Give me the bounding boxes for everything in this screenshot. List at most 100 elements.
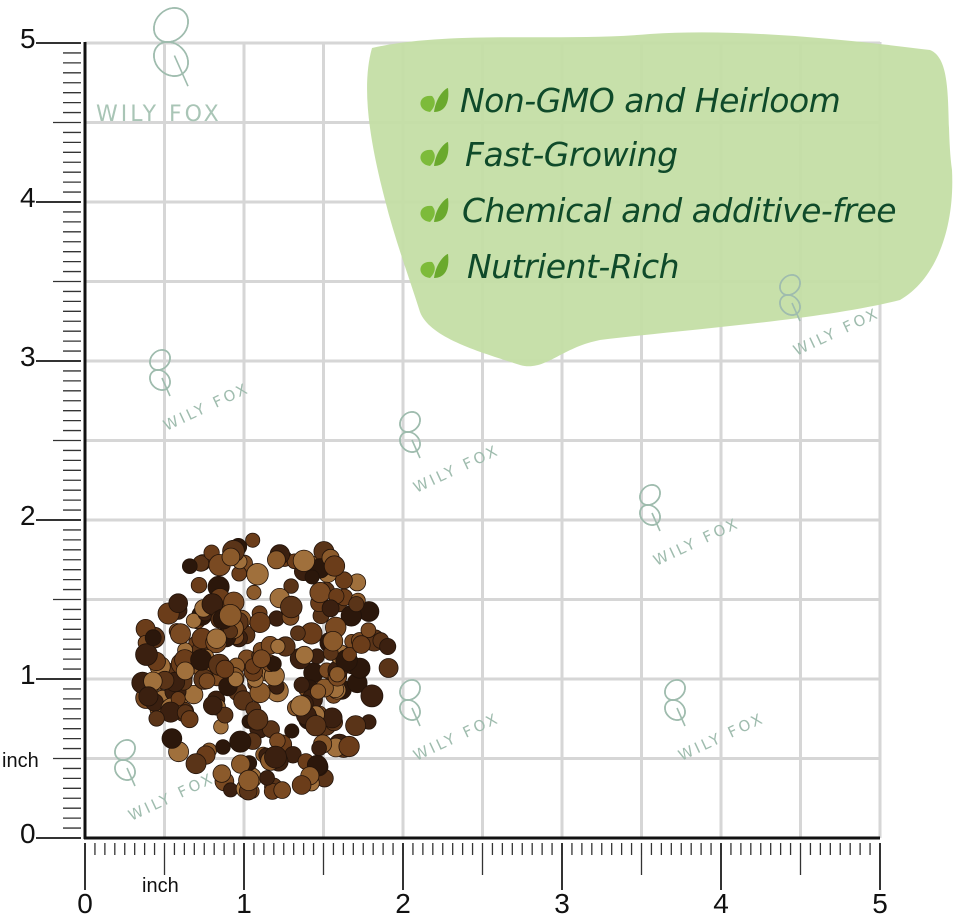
seed	[348, 596, 365, 613]
seed	[290, 695, 312, 717]
seed	[206, 628, 227, 649]
seed	[219, 603, 242, 627]
seed	[238, 769, 260, 792]
seed	[284, 723, 300, 739]
seed	[360, 684, 384, 708]
seed	[280, 595, 303, 619]
watermark-clover-icon: WILY FOX	[399, 679, 503, 765]
seed	[245, 532, 261, 548]
feature-text: Fast-Growing	[465, 135, 678, 174]
seed-pile	[131, 532, 399, 801]
clover-stem	[791, 302, 801, 322]
clover-leaf	[779, 294, 801, 316]
seed	[321, 599, 340, 618]
seed	[338, 735, 360, 758]
clover-leaf	[153, 7, 189, 43]
seed	[231, 754, 251, 774]
y-axis-label: 0	[20, 818, 36, 849]
seed	[345, 715, 367, 736]
seed	[229, 730, 252, 753]
seed	[329, 666, 346, 683]
ruler-axes: 0 1 2 3 4 5 0 1 2 3 4 5	[20, 23, 888, 919]
seed	[148, 710, 165, 727]
seed	[378, 658, 399, 678]
brand-logo-icon	[153, 7, 189, 87]
y-axis-label: 4	[20, 182, 36, 213]
clover-stem	[651, 512, 661, 532]
watermark-text: WILY FOX	[160, 379, 252, 435]
watermark-text: WILY FOX	[410, 441, 502, 497]
seed	[221, 547, 241, 567]
seed	[273, 781, 292, 799]
feature-text: Chemical and additive-free	[462, 191, 896, 230]
brand-watermark-text: WILY FOX	[96, 102, 222, 127]
clover-leaf	[149, 349, 171, 371]
clover-leaf	[664, 699, 686, 721]
seed	[252, 649, 271, 669]
clover-leaf	[114, 739, 136, 761]
seed	[322, 631, 344, 652]
clover-leaf	[399, 699, 421, 721]
clover-stem	[161, 377, 171, 397]
seed	[283, 578, 299, 594]
feature-text: Non-GMO and Heirloom	[460, 81, 840, 120]
watermark-clover-icon: WILY FOX	[149, 349, 253, 435]
seed	[190, 649, 213, 671]
feature-list: Non-GMO and Heirloom Fast-Growing Chemical…	[420, 81, 897, 286]
clover-stem	[126, 767, 136, 787]
clover-stem	[411, 439, 421, 459]
clover-leaf	[639, 484, 661, 506]
x-axis-label: 2	[395, 888, 411, 919]
x-axis-label: 0	[77, 888, 93, 919]
seed	[249, 612, 271, 634]
seed	[215, 739, 231, 755]
seed	[295, 645, 314, 665]
watermark-clover-icon: WILY FOX	[664, 679, 768, 765]
clover-leaf	[399, 411, 421, 433]
feature-item: Fast-Growing	[420, 135, 678, 174]
feature-item: Chemical and additive-free	[420, 191, 897, 230]
seed	[310, 683, 327, 700]
seed	[292, 549, 315, 572]
clover-stem	[676, 707, 686, 727]
watermark-text: WILY FOX	[650, 514, 742, 570]
seed	[266, 550, 286, 570]
leaf-check-icon	[420, 88, 449, 112]
seed	[215, 659, 235, 679]
seed	[168, 593, 189, 613]
seed	[304, 569, 320, 585]
seed	[309, 581, 331, 604]
seed	[246, 584, 262, 600]
x-axis-label: 5	[872, 888, 888, 919]
feature-item: Nutrient-Rich	[420, 247, 680, 286]
seed	[259, 770, 275, 786]
y-axis-label: 1	[20, 659, 36, 690]
seed	[216, 706, 234, 724]
seed	[305, 715, 327, 737]
feature-text: Nutrient-Rich	[467, 247, 679, 286]
y-unit-label: inch	[2, 750, 39, 772]
seed	[138, 686, 159, 707]
seed	[323, 555, 346, 577]
watermark-clover-icon: WILY FOX	[639, 484, 743, 570]
y-axis-label: 5	[20, 23, 36, 54]
seed	[180, 710, 199, 729]
clover-leaf	[399, 679, 421, 701]
seed	[185, 753, 207, 775]
seed	[185, 612, 202, 629]
clover-leaf	[779, 274, 801, 296]
clover-leaf	[153, 41, 189, 77]
seed	[334, 571, 353, 590]
seed	[144, 629, 162, 647]
green-brush-banner	[367, 32, 953, 367]
watermark-text: WILY FOX	[410, 709, 502, 765]
feature-item: Non-GMO and Heirloom	[420, 81, 841, 120]
x-axis-label: 1	[236, 888, 252, 919]
seed	[341, 647, 357, 663]
clover-leaf	[664, 679, 686, 701]
seed	[161, 728, 183, 749]
seed	[190, 577, 208, 594]
seed	[227, 671, 244, 688]
seed	[291, 775, 312, 795]
seed	[203, 695, 223, 716]
